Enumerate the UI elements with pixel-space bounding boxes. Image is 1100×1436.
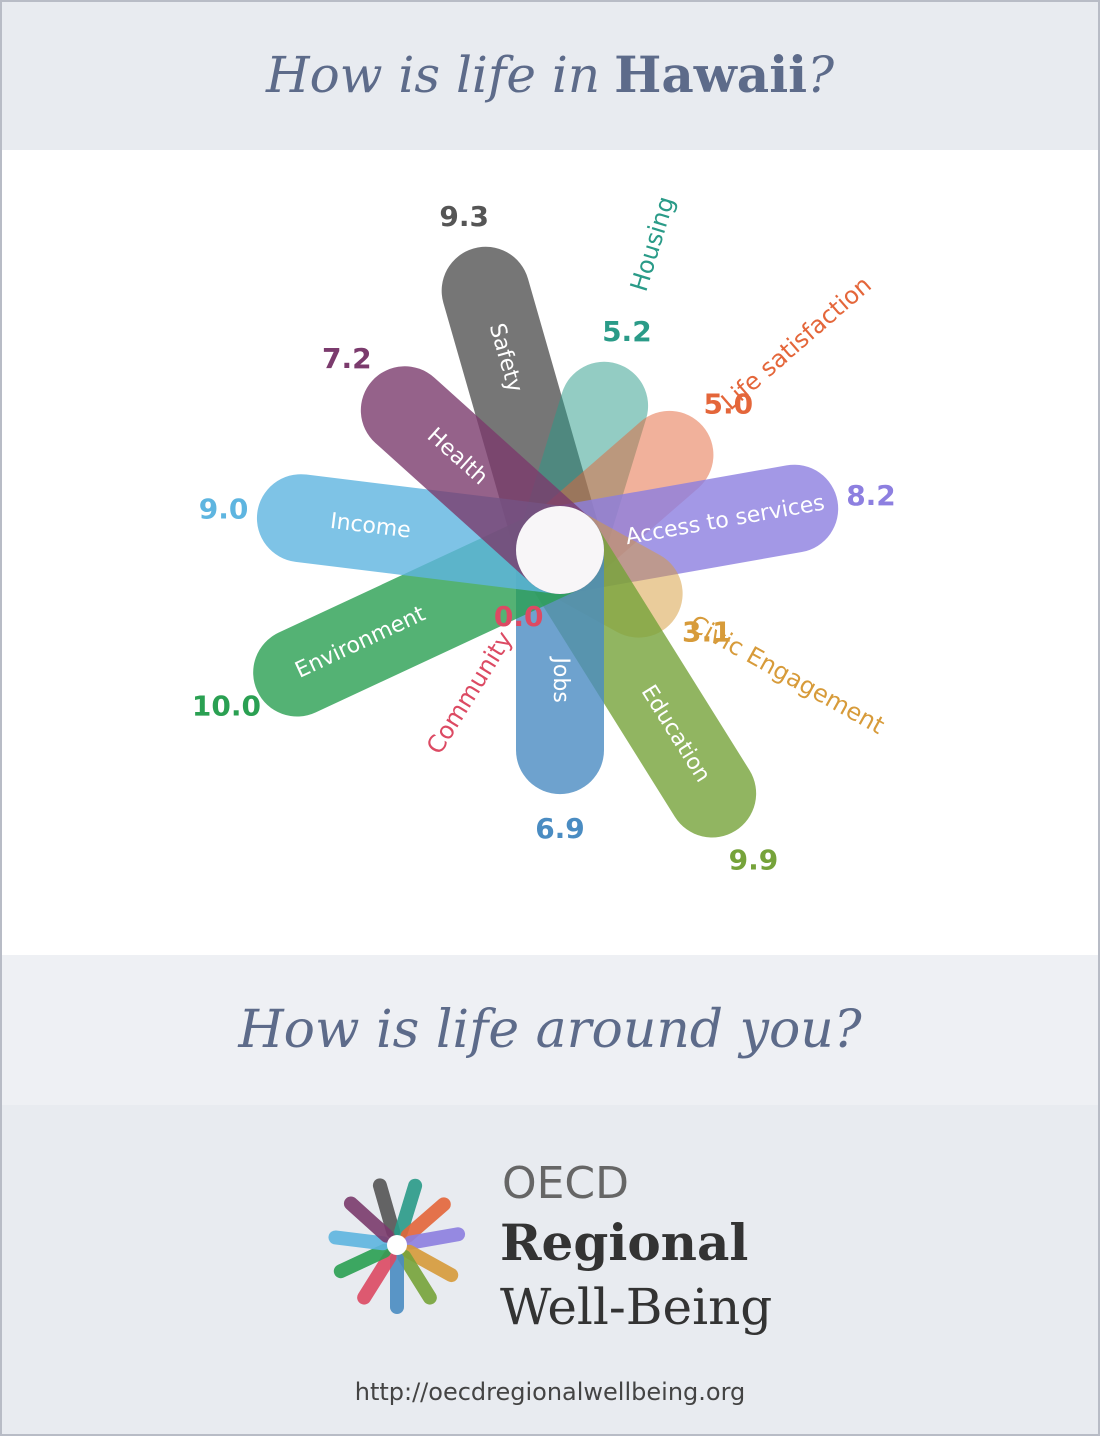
center-glow: [516, 506, 604, 594]
logo-petal: [357, 1249, 397, 1305]
question-band: [0, 955, 1100, 1105]
value-label: 9.3: [439, 200, 489, 233]
title-lead: How is life in: [265, 46, 600, 104]
logo-petal: [343, 1196, 394, 1243]
value-label: 9.0: [199, 493, 249, 526]
value-label: 5.0: [703, 388, 753, 421]
footer-band: [0, 1105, 1100, 1436]
value-label: 5.2: [602, 315, 652, 348]
value-label: 6.9: [535, 812, 585, 845]
title-place: Hawaii: [614, 45, 807, 104]
title: How is life in Hawaii?: [265, 45, 835, 104]
value-label: 3.1: [682, 615, 732, 648]
logo-center: [387, 1235, 407, 1255]
value-label: 10.0: [192, 690, 261, 723]
value-label: 9.9: [729, 844, 779, 877]
header-band: [0, 0, 1100, 150]
logo-petal: [397, 1249, 437, 1305]
logo-petal: [333, 1243, 392, 1279]
logo-petal: [402, 1244, 459, 1283]
question: How is life around you?: [237, 1000, 862, 1060]
logo-wellbeing: Well-Being: [500, 1278, 772, 1336]
logo-flower: [328, 1178, 466, 1314]
logo-regional: Regional: [500, 1213, 748, 1272]
title-end: ?: [807, 46, 835, 104]
logo-oecd: OECD: [502, 1158, 629, 1209]
logo-petal: [328, 1230, 391, 1251]
value-label: 7.2: [322, 342, 372, 375]
logo-petal: [400, 1197, 451, 1243]
value-label: 8.2: [846, 479, 896, 512]
logo-petal: [372, 1178, 401, 1239]
category-label: Jobs: [548, 655, 573, 702]
url[interactable]: http://oecdregionalwellbeing.org: [355, 1378, 746, 1406]
logo-petal: [403, 1227, 466, 1250]
logo-petal: [394, 1178, 423, 1239]
value-label: 0.0: [494, 600, 544, 633]
